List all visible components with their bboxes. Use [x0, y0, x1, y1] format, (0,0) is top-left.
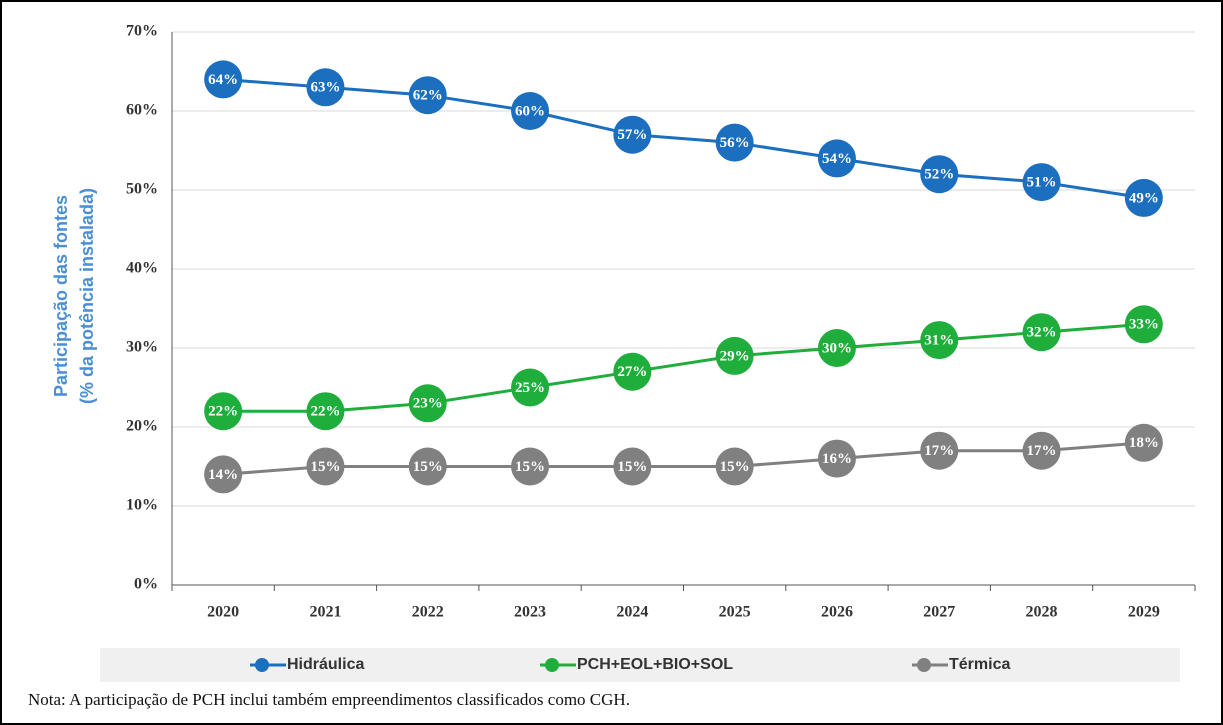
legend-label: PCH+EOL+BIO+SOL — [577, 656, 733, 673]
data-label: 15% — [720, 459, 750, 475]
marker — [204, 392, 243, 431]
y-tick-label: 40% — [126, 260, 158, 277]
data-label: 33% — [1129, 317, 1159, 333]
marker — [817, 139, 856, 178]
marker — [920, 431, 959, 470]
legend-marker — [917, 658, 931, 672]
legend-marker — [545, 658, 559, 672]
x-tick-label: 2022 — [412, 604, 444, 621]
data-label: 22% — [310, 404, 340, 420]
data-label: 32% — [1027, 325, 1057, 341]
x-tick-label: 2028 — [1026, 604, 1058, 621]
data-label: 31% — [924, 333, 954, 349]
marker — [204, 60, 243, 99]
legend-label: Térmica — [949, 656, 1010, 673]
y-tick-label: 50% — [126, 181, 158, 198]
series-line — [223, 441, 1144, 476]
data-label: 54% — [822, 151, 852, 167]
x-tick-label: 2023 — [514, 604, 546, 621]
data-label: 49% — [1129, 190, 1159, 206]
data-label: 15% — [515, 459, 545, 475]
data-label: 63% — [310, 80, 340, 96]
x-tick-label: 2024 — [616, 604, 648, 621]
marker — [1022, 163, 1061, 202]
data-label: 23% — [413, 396, 443, 412]
marker — [408, 76, 447, 115]
y-axis-title: Participação das fontes — [51, 195, 71, 397]
marker — [613, 115, 652, 154]
data-label: 17% — [924, 443, 954, 459]
marker — [817, 329, 856, 367]
y-tick-label: 20% — [126, 418, 158, 435]
marker — [920, 321, 959, 360]
data-label: 25% — [515, 380, 545, 396]
marker — [306, 68, 345, 107]
data-label: 15% — [310, 459, 340, 475]
y-tick-label: 70% — [126, 23, 158, 40]
marker — [306, 447, 345, 486]
series-line — [223, 77, 1145, 200]
series-line — [223, 322, 1144, 413]
data-label: 22% — [208, 404, 238, 420]
marker — [715, 123, 754, 162]
legend-marker — [255, 658, 269, 672]
marker — [613, 447, 652, 486]
marker — [1124, 305, 1163, 344]
marker — [1124, 423, 1163, 462]
marker — [306, 392, 345, 431]
x-tick-label: 2027 — [923, 604, 955, 621]
data-label: 56% — [720, 135, 750, 151]
marker — [1022, 313, 1061, 352]
marker — [1124, 178, 1163, 217]
marker — [408, 384, 447, 423]
marker — [511, 92, 550, 130]
y-tick-label: 30% — [126, 339, 158, 356]
y-tick-label: 0% — [134, 576, 158, 593]
data-label: 16% — [822, 451, 852, 467]
marker — [1022, 431, 1061, 470]
marker — [408, 447, 447, 486]
marker — [817, 439, 856, 478]
data-label: 29% — [720, 348, 750, 364]
marker — [920, 155, 959, 194]
data-label: 15% — [617, 459, 647, 475]
data-label: 15% — [413, 459, 443, 475]
x-tick-label: 2020 — [207, 604, 239, 621]
data-label: 18% — [1129, 435, 1159, 451]
x-tick-label: 2026 — [821, 604, 853, 621]
y-tick-label: 10% — [126, 497, 158, 514]
x-tick-label: 2029 — [1128, 604, 1160, 621]
y-tick-label: 60% — [126, 102, 158, 119]
data-label: 30% — [822, 340, 852, 356]
x-tick-label: 2025 — [719, 604, 751, 621]
data-label: 14% — [208, 467, 238, 483]
marker — [511, 368, 550, 407]
marker — [204, 455, 243, 494]
data-label: 17% — [1027, 443, 1057, 459]
marker — [715, 447, 754, 486]
note: Nota: A participação de PCH inclui també… — [28, 690, 630, 709]
data-label: 64% — [208, 72, 238, 88]
data-label: 27% — [617, 364, 647, 380]
marker — [511, 447, 550, 486]
y-axis-title: (% da potência instalada) — [77, 188, 97, 404]
data-label: 60% — [515, 103, 545, 119]
data-label: 51% — [1027, 175, 1057, 191]
legend-label: Hidráulica — [287, 656, 364, 673]
x-tick-label: 2021 — [309, 604, 341, 621]
data-label: 52% — [924, 167, 954, 183]
data-label: 57% — [617, 127, 647, 143]
marker — [715, 336, 754, 375]
data-label: 62% — [413, 88, 443, 104]
marker — [613, 352, 652, 391]
